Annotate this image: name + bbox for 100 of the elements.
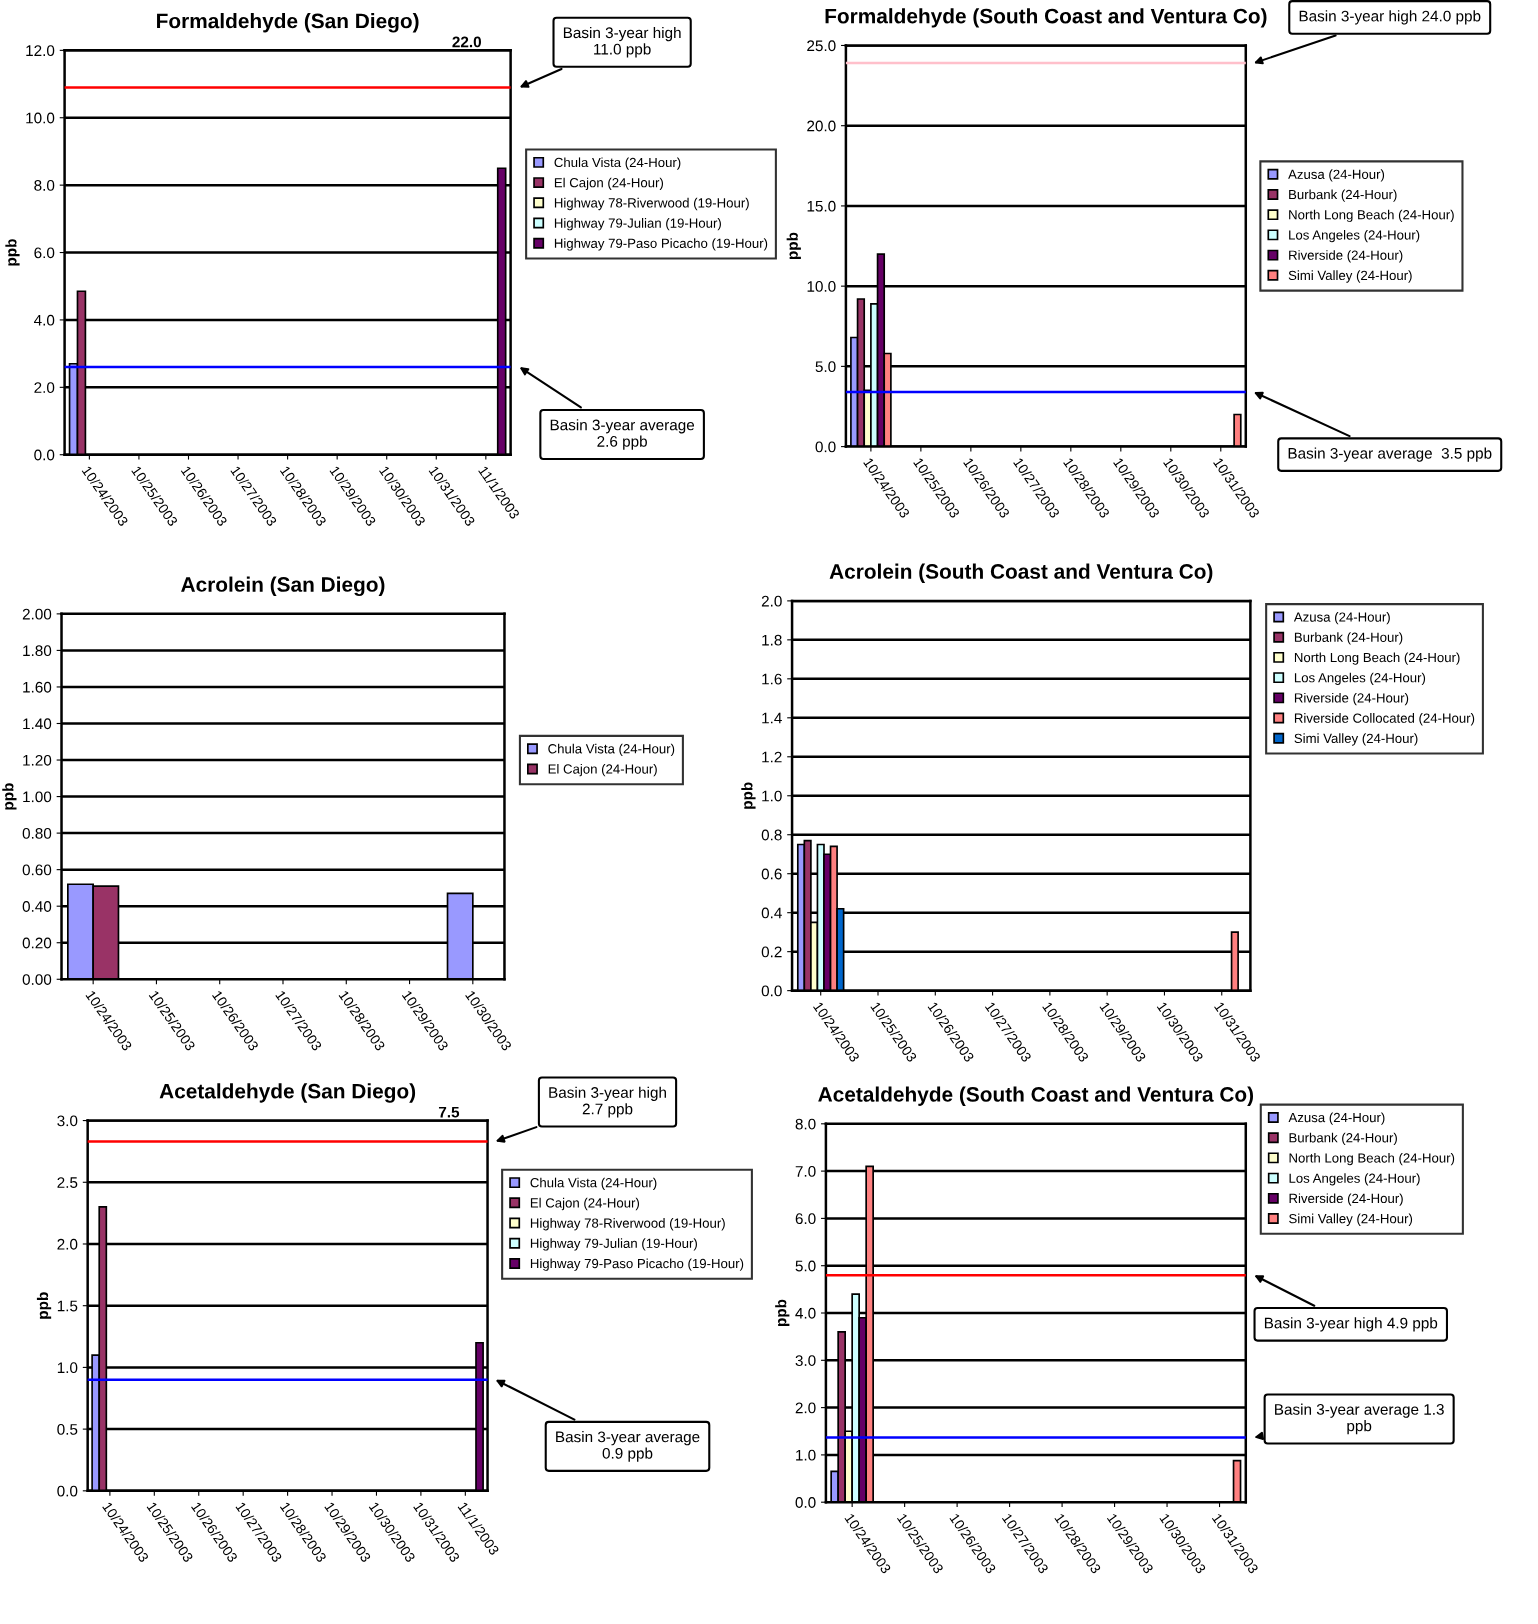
- text: Basin 3-year high 4.9 ppb: [1264, 1317, 1438, 1332]
- legend-label: Burbank (24-Hour): [1289, 189, 1397, 202]
- y-tick-label: 0.8: [761, 829, 782, 841]
- legend-label: Chula Vista (24-Hour): [548, 743, 675, 757]
- y-tick-label: 0.4: [761, 907, 782, 919]
- text: Basin 3-year high 24.0 ppb: [1299, 10, 1481, 25]
- chart-title: Acrolein (South Coast and Ventura Co): [829, 563, 1213, 583]
- y-tick-label: 0.6: [761, 868, 782, 880]
- legend-label: El Cajon (24-Hour): [530, 1197, 640, 1211]
- legend-label: Los Angeles (24-Hour): [1294, 672, 1426, 685]
- y-tick-label: 6.0: [795, 1213, 816, 1225]
- y-tick-label: 3.0: [795, 1355, 816, 1366]
- legend-label: Azusa (24-Hour): [1288, 169, 1385, 182]
- legend-label: North Long Beach (24-Hour): [1289, 209, 1454, 223]
- y-tick-label: 1.4: [762, 712, 782, 724]
- legend-label: Burbank (24-Hour): [1294, 632, 1403, 645]
- chart-title: Acrolein (San Diego): [181, 576, 385, 597]
- legend-label: Highway 78-Riverwood (19-Hour): [554, 197, 749, 211]
- legend-label: Highway 78-Riverwood (19-Hour): [530, 1218, 725, 1231]
- legend-label: Los Angeles (24-Hour): [1289, 1173, 1420, 1186]
- legend-label: Los Angeles (24-Hour): [1289, 229, 1420, 243]
- y-tick-label: 2.0: [57, 1238, 78, 1250]
- y-tick-label: 10.0: [26, 112, 55, 124]
- y-tick-label: 2.0: [795, 1402, 816, 1414]
- text: Basin 3-year average 0.9 ppb: [556, 1431, 700, 1462]
- legend-label: Chula Vista (24-Hour): [530, 1177, 657, 1190]
- text: 22.0: [452, 36, 481, 48]
- text: Basin 3-year average 3.5 ppb: [1288, 447, 1492, 462]
- y-tick-label: 4.0: [33, 314, 55, 326]
- legend-label: Simi Valley (24-Hour): [1288, 270, 1412, 283]
- legend-label: Azusa (24-Hour): [1293, 612, 1390, 625]
- chart-title: Formaldehyde (South Coast and Ventura Co): [825, 8, 1267, 28]
- y-tick-label: 1.5: [57, 1300, 78, 1312]
- y-tick-label: 1.00: [23, 791, 52, 803]
- y-tick-label: 5.0: [815, 361, 836, 373]
- chart-title: Formaldehyde (San Diego): [157, 13, 419, 33]
- y-axis-title: ppb: [5, 239, 20, 266]
- y-tick-label: 1.20: [23, 754, 52, 766]
- y-tick-label: 0.0: [57, 1485, 78, 1497]
- y-tick-label: 3.0: [57, 1115, 78, 1127]
- legend-label: El Cajon (24-Hour): [548, 763, 657, 777]
- legend-label: El Cajon (24-Hour): [554, 177, 664, 190]
- y-tick-label: 1.6: [762, 673, 782, 685]
- legend-label: North Long Beach (24-Hour): [1294, 652, 1460, 665]
- y-tick-label: 0.0: [795, 1497, 816, 1508]
- y-tick-label: 12.0: [26, 45, 55, 57]
- y-axis-title: ppb: [2, 783, 17, 810]
- y-tick-label: 25.0: [807, 40, 836, 52]
- legend-label: Riverside Collocated (24-Hour): [1294, 713, 1475, 726]
- y-tick-label: 1.80: [23, 645, 52, 657]
- legend-label: Highway 79-Julian (19-Hour): [554, 218, 721, 231]
- legend-label: Riverside (24-Hour): [1289, 250, 1403, 263]
- y-tick-label: 0.40: [22, 901, 52, 912]
- legend-label: Highway 79-Paso Picacho (19-Hour): [530, 1258, 744, 1271]
- y-tick-label: 0.80: [22, 827, 52, 839]
- text: Basin 3-year high 11.0 ppb: [563, 26, 681, 58]
- y-tick-label: 1.0: [57, 1362, 78, 1374]
- y-tick-label: 2.5: [57, 1177, 78, 1188]
- chart-title: Acetaldehyde (South Coast and Ventura Co): [818, 1086, 1254, 1106]
- y-tick-label: 0.0: [815, 441, 836, 453]
- y-tick-label: 0.60: [22, 864, 52, 876]
- legend-label: Chula Vista (24-Hour): [554, 157, 681, 170]
- y-tick-label: 0.00: [22, 974, 52, 985]
- y-tick-label: 1.40: [23, 718, 52, 730]
- y-tick-label: 0.5: [57, 1423, 78, 1435]
- y-tick-label: 2.0: [34, 382, 55, 394]
- legend-label: Simi Valley (24-Hour): [1289, 1213, 1413, 1226]
- legend-label: Highway 79-Julian (19-Hour): [530, 1238, 697, 1251]
- y-tick-label: 1.2: [762, 751, 782, 763]
- legend-label: North Long Beach (24-Hour): [1289, 1152, 1455, 1166]
- y-tick-label: 7.0: [795, 1165, 816, 1177]
- y-tick-label: 1.0: [762, 790, 782, 802]
- y-tick-label: 6.0: [34, 247, 55, 259]
- chart-title: Acetaldehyde (San Diego): [159, 1083, 416, 1103]
- legend-label: Highway 79-Paso Picacho (19-Hour): [554, 238, 768, 251]
- text: 7.5: [438, 1106, 460, 1118]
- y-axis-title: ppb: [775, 1299, 790, 1326]
- y-tick-label: 0.20: [22, 937, 52, 949]
- y-tick-label: 0.0: [34, 449, 55, 461]
- y-tick-label: 5.0: [795, 1260, 816, 1272]
- legend-label: Burbank (24-Hour): [1289, 1132, 1397, 1146]
- y-tick-label: 1.60: [23, 681, 52, 693]
- y-tick-label: 4.0: [795, 1307, 816, 1319]
- text: Basin 3-year average 2.6 ppb: [550, 419, 695, 450]
- y-tick-label: 10.0: [807, 281, 836, 292]
- y-axis-title: ppb: [36, 1292, 52, 1319]
- y-axis-title: ppb: [741, 782, 756, 809]
- y-tick-label: 15.0: [807, 200, 836, 212]
- y-tick-label: 8.0: [795, 1118, 816, 1130]
- legend-label: Riverside (24-Hour): [1289, 1193, 1403, 1206]
- y-tick-label: 0.2: [761, 946, 782, 958]
- y-tick-label: 2.0: [761, 595, 782, 607]
- text: Basin 3-year average 1.3 ppb: [1275, 1403, 1444, 1435]
- y-tick-label: 2.00: [22, 608, 52, 620]
- y-axis-title: ppb: [786, 232, 801, 260]
- y-tick-label: 0.0: [761, 985, 782, 997]
- legend-label: Azusa (24-Hour): [1288, 1112, 1385, 1125]
- y-tick-label: 20.0: [807, 120, 836, 132]
- y-tick-label: 1.0: [796, 1449, 816, 1461]
- text: Basin 3-year high 2.7 ppb: [549, 1086, 666, 1118]
